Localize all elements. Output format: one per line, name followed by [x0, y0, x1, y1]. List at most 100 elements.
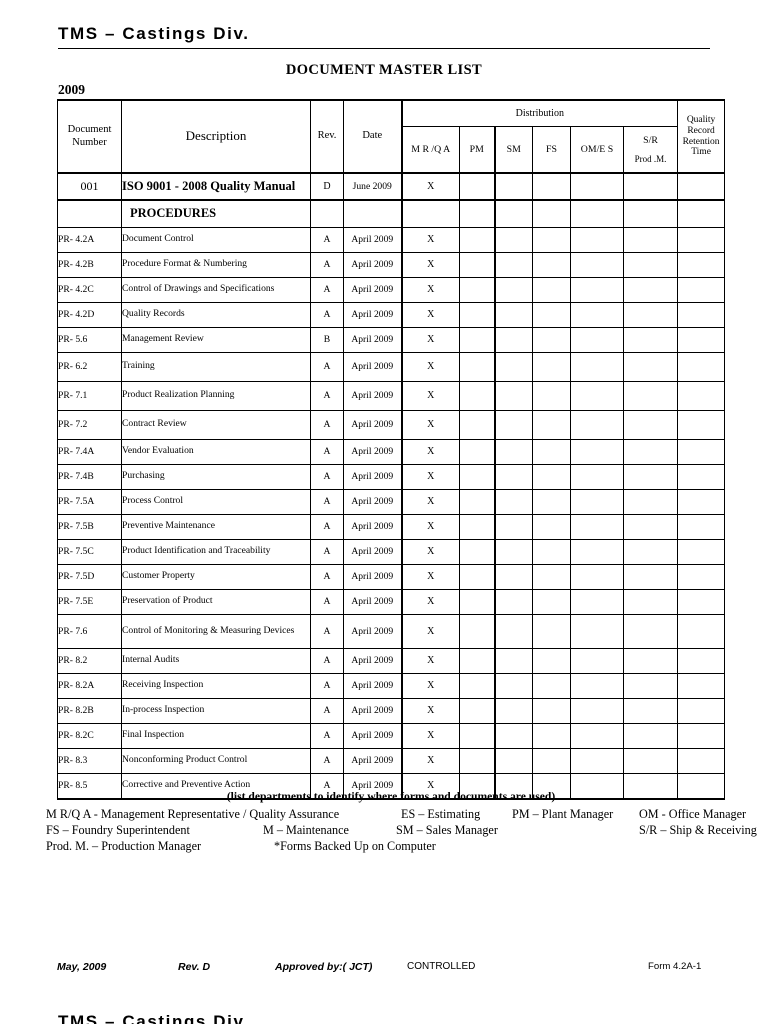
cell-dist-sm: [494, 647, 533, 674]
cell-document-number: [57, 199, 122, 228]
cell-description: Quality Records: [121, 301, 311, 328]
cell-rev: A: [310, 672, 344, 699]
cell-quality-record-retention-time: [677, 747, 726, 774]
cell-dist-omes: [570, 747, 624, 774]
cell-dist-fs: [532, 538, 571, 565]
header-dist-sm: SM: [494, 126, 533, 174]
cell-date: June 2009: [343, 172, 402, 201]
cell-rev: A: [310, 588, 344, 615]
header-dist-sm-label: SM: [506, 143, 521, 155]
cell-date: April 2009: [343, 463, 402, 490]
cell-rev: A: [310, 613, 344, 649]
cell-document-number: PR- 4.2B: [57, 251, 122, 278]
cell-dist-sr: [622, 772, 679, 800]
cell-rev: A: [310, 563, 344, 590]
page-footer: May, 2009 Rev. D Approved by:( JCT) CONT…: [57, 961, 717, 979]
cell-quality-record-retention-time: [677, 351, 726, 382]
legend-es: ES – Estimating: [401, 807, 481, 822]
cell-dist-pm: [459, 613, 496, 649]
cell-dist-omes: [570, 463, 624, 490]
header-dist-fs-label: FS: [546, 143, 557, 155]
table-row: PROCEDURES: [57, 199, 726, 228]
table-row: PR- 7.5C Product Identification and Trace…: [57, 538, 726, 565]
footer-rev: Rev. D: [178, 961, 211, 973]
cell-dist-fs: [532, 772, 571, 800]
page-title: DOCUMENT MASTER LIST: [285, 62, 483, 78]
table-body: 001 ISO 9001 - 2008 Quality Manual D June 2…: [57, 172, 726, 800]
cell-description: PROCEDURES: [121, 199, 311, 228]
cell-description: Corrective and Preventive Action: [121, 772, 311, 800]
cell-dist-pm: [459, 301, 496, 328]
cell-dist-fs: [532, 747, 571, 774]
cell-dist-sr: [622, 226, 679, 253]
cell-dist-omes: [570, 199, 624, 228]
cell-description: Management Review: [121, 326, 311, 353]
cell-document-number: PR- 4.2D: [57, 301, 122, 328]
table-row: PR- 4.2A Document Control A April 2009 X: [57, 226, 726, 253]
cell-dist-omes: [570, 672, 624, 699]
cell-rev: A: [310, 772, 344, 800]
cell-dist-fs: [532, 647, 571, 674]
cell-quality-record-retention-time: [677, 672, 726, 699]
cell-dist-pm: [459, 563, 496, 590]
cell-dist-omes: [570, 326, 624, 353]
cell-dist-sm: [494, 276, 533, 303]
cell-document-number: PR- 7.5A: [57, 488, 122, 515]
cell-document-number: PR- 8.2: [57, 647, 122, 674]
header-row-top: Document Number Description Rev. Date Di…: [57, 99, 726, 174]
cell-dist-omes: [570, 438, 624, 465]
cell-description: Product Identification and Traceability: [121, 538, 311, 565]
cell-dist-sr: [622, 326, 679, 353]
cell-dist-fs: [532, 351, 571, 382]
cell-dist-mrqa: X: [400, 351, 460, 382]
cell-dist-pm: [459, 647, 496, 674]
legend-sm: SM – Sales Manager: [396, 823, 498, 838]
cell-dist-pm: [459, 513, 496, 540]
cell-dist-mrqa: X: [400, 172, 460, 201]
table-row: PR- 7.6 Control of Monitoring & Measuring…: [57, 613, 726, 649]
cell-dist-omes: [570, 301, 624, 328]
footer-date: May, 2009: [57, 961, 107, 973]
cell-dist-sm: [494, 613, 533, 649]
document-master-table: Document Number Description Rev. Date Di…: [57, 99, 726, 800]
cell-dist-fs: [532, 438, 571, 465]
cell-dist-pm: [459, 226, 496, 253]
cell-dist-pm: [459, 276, 496, 303]
cell-dist-pm: [459, 351, 496, 382]
cell-dist-fs: [532, 409, 571, 440]
cell-dist-pm: [459, 172, 496, 201]
cell-dist-sm: [494, 251, 533, 278]
cell-document-number: PR- 7.5D: [57, 563, 122, 590]
cell-date: April 2009: [343, 538, 402, 565]
cell-quality-record-retention-time: [677, 226, 726, 253]
cell-quality-record-retention-time: [677, 326, 726, 353]
table-row: PR- 7.1 Product Realization Planning A Apri…: [57, 380, 726, 411]
cell-dist-sm: [494, 380, 533, 411]
header-document-number: Document Number: [57, 99, 122, 174]
cell-dist-omes: [570, 488, 624, 515]
table-row: PR- 4.2C Control of Drawings and Specific…: [57, 276, 726, 303]
cell-rev: A: [310, 747, 344, 774]
cell-dist-sm: [494, 697, 533, 724]
cell-dist-pm: [459, 672, 496, 699]
table-row: PR- 8.2B In-process Inspection A April 2009…: [57, 697, 726, 724]
cell-dist-sr: [622, 463, 679, 490]
table-row: PR- 7.5E Preservation of Product A April 20…: [57, 588, 726, 615]
cell-dist-sm: [494, 409, 533, 440]
cell-document-number: PR- 8.3: [57, 747, 122, 774]
cell-dist-fs: [532, 380, 571, 411]
legend-mrqa: M R/Q A - Management Representative / Qu…: [46, 807, 340, 822]
cell-date: April 2009: [343, 351, 402, 382]
cell-quality-record-retention-time: [677, 538, 726, 565]
cell-dist-mrqa: X: [400, 326, 460, 353]
cell-quality-record-retention-time: [677, 613, 726, 649]
next-page-letterhead: TMS – Castings Div.: [58, 1012, 250, 1024]
cell-dist-sm: [494, 588, 533, 615]
cell-date: April 2009: [343, 588, 402, 615]
table-row: PR- 7.2 Contract Review A April 2009 X: [57, 409, 726, 440]
legend-note: (list departments to identify where form…: [226, 790, 556, 803]
cell-dist-sr: [622, 613, 679, 649]
cell-dist-sr: [622, 301, 679, 328]
table-row: PR- 8.2A Receiving Inspection A April 2009 X: [57, 672, 726, 699]
cell-dist-pm: [459, 722, 496, 749]
